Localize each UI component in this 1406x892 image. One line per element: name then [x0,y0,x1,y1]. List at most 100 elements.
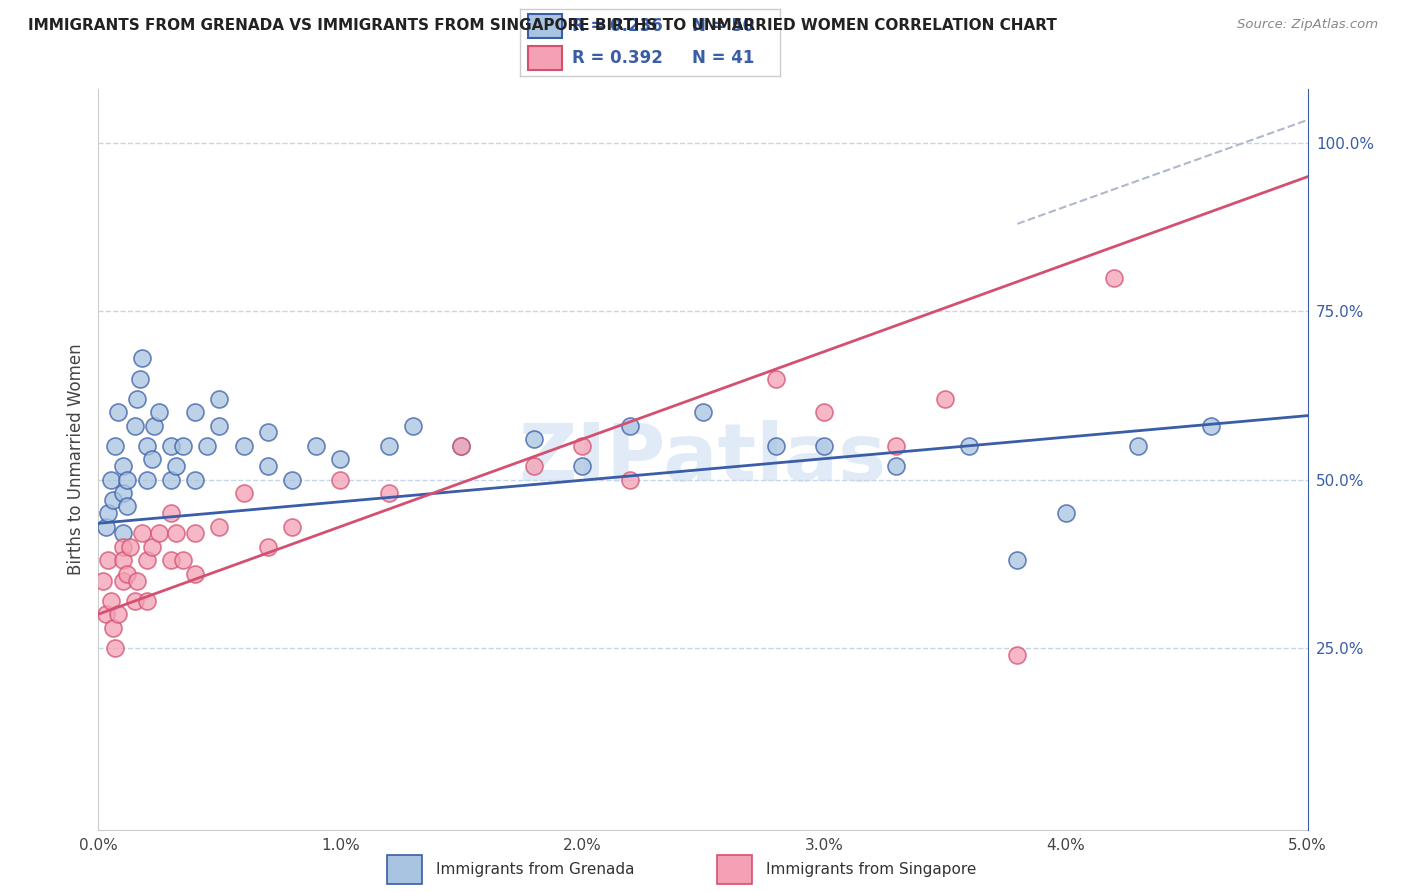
Point [571,459,593,474]
Point [256,459,278,474]
Point [91,574,114,588]
Point [329,452,352,467]
Point [117,473,139,487]
Point [118,540,141,554]
Point [165,526,187,541]
Point [141,540,163,554]
Point [165,459,187,474]
Point [184,473,207,487]
Point [232,439,254,453]
FancyBboxPatch shape [529,46,562,70]
Point [107,405,129,419]
Point [117,566,139,581]
Point [1128,439,1150,453]
Point [94,607,117,622]
Y-axis label: Births to Unmarried Women: Births to Unmarried Women [66,343,84,575]
Point [94,519,117,533]
Point [148,405,170,419]
Point [127,392,149,406]
Point [127,574,149,588]
Point [305,439,328,453]
FancyBboxPatch shape [529,14,562,38]
Point [160,506,183,520]
Point [135,553,157,567]
Point [97,553,120,567]
Point [184,566,207,581]
Point [124,593,146,607]
Point [329,473,352,487]
Point [100,593,122,607]
Point [256,425,278,440]
Point [124,418,146,433]
Text: N = 50: N = 50 [692,17,754,36]
Point [135,439,157,453]
Point [160,473,183,487]
Point [131,526,153,541]
Point [886,439,908,453]
Point [160,553,183,567]
Point [1102,270,1125,285]
Point [402,418,425,433]
Point [104,640,127,655]
Point [184,405,207,419]
Point [1007,553,1029,567]
Point [208,392,231,406]
Point [117,500,139,514]
Point [131,351,153,366]
Point [692,405,714,419]
Point [619,418,641,433]
Point [135,593,157,607]
Point [377,439,399,453]
Point [377,486,399,500]
Point [195,439,218,453]
Point [523,459,546,474]
Point [813,405,835,419]
Text: ZIPatlas: ZIPatlas [519,420,887,499]
Point [450,439,472,453]
Point [1199,418,1222,433]
Point [765,439,787,453]
Point [107,607,129,622]
Text: Immigrants from Singapore: Immigrants from Singapore [766,863,977,877]
Point [571,439,593,453]
Point [208,418,231,433]
Point [148,526,170,541]
Point [160,439,183,453]
Point [111,459,134,474]
Point [281,473,304,487]
Point [111,574,134,588]
Point [172,439,194,453]
Point [111,526,134,541]
Point [184,526,207,541]
Point [101,492,124,507]
Point [111,540,134,554]
Point [886,459,908,474]
Point [97,506,120,520]
Point [765,371,787,385]
Point [256,540,278,554]
Point [1054,506,1077,520]
Point [281,519,304,533]
Point [450,439,472,453]
Point [135,473,157,487]
Point [111,486,134,500]
Point [813,439,835,453]
FancyBboxPatch shape [717,855,752,884]
Point [619,473,641,487]
Point [934,392,956,406]
Point [111,553,134,567]
Point [232,486,254,500]
Point [957,439,980,453]
Point [523,432,546,446]
Point [141,452,163,467]
FancyBboxPatch shape [387,855,422,884]
Point [1007,648,1029,662]
Text: R = 0.236: R = 0.236 [572,17,664,36]
Point [143,418,166,433]
Point [172,553,194,567]
Point [208,519,231,533]
Point [101,621,124,635]
Point [104,439,127,453]
Point [128,371,150,385]
Text: Immigrants from Grenada: Immigrants from Grenada [436,863,634,877]
